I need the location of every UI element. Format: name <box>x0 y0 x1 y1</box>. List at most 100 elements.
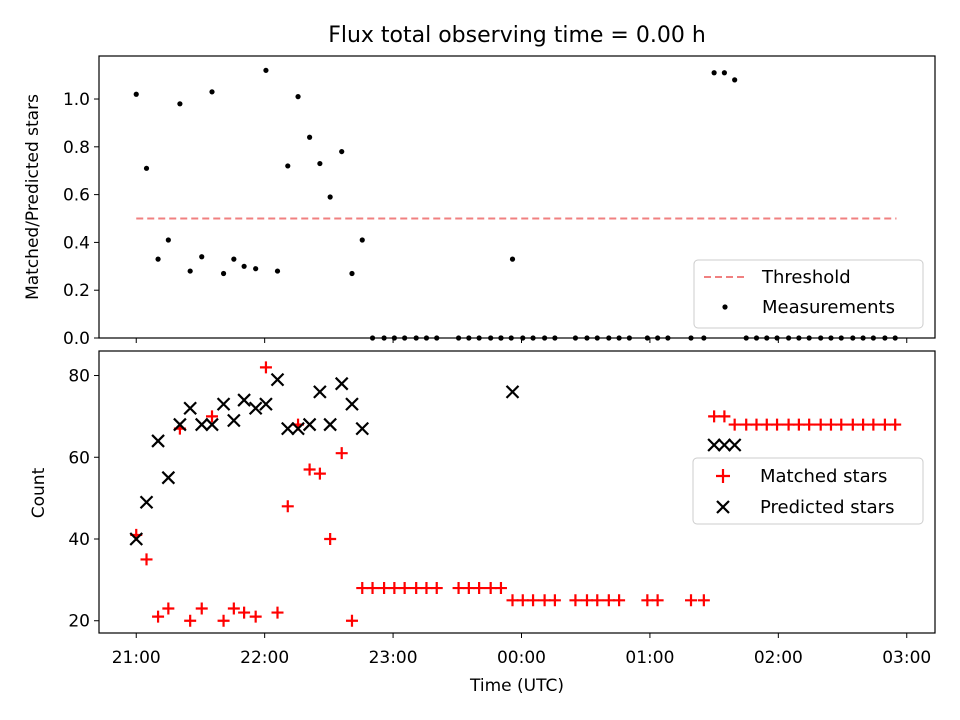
top-panel: 0.0 0.2 0.4 0.6 0.8 1.0 Matched/Predicted sta… <box>23 55 936 349</box>
matched-star-point <box>227 602 240 615</box>
matched-star-point <box>494 582 507 595</box>
measurement-point <box>199 254 205 260</box>
predicted-legend-swatch <box>716 500 730 514</box>
top-y-tick-label: 1.0 <box>63 90 90 110</box>
matched-star-point <box>462 582 475 595</box>
top-y-tick-label: 0.4 <box>63 233 90 253</box>
measurement-point <box>327 194 333 200</box>
matched-star-point <box>728 418 741 431</box>
measurement-point <box>317 160 323 167</box>
bottom-y-axis: 20 40 60 80 <box>68 367 99 632</box>
bottom-y-tick-label: 80 <box>68 367 90 387</box>
x-tick-label: 00:00 <box>497 648 546 668</box>
predicted-star-point <box>205 417 219 432</box>
threshold-legend-label: Threshold <box>761 267 851 288</box>
matched-star-point <box>152 610 165 623</box>
matched-star-point <box>613 594 626 607</box>
matched-star-point <box>271 606 284 619</box>
measurement-point <box>177 101 183 107</box>
x-tick-label: 21:00 <box>112 648 161 668</box>
measurement-point <box>711 70 717 76</box>
matched-star-point <box>484 582 497 595</box>
measurements-legend-label: Measurements <box>762 297 895 318</box>
predicted-star-point <box>248 401 263 415</box>
top-legend-box <box>693 259 924 329</box>
x-tick-label: 03:00 <box>882 648 931 668</box>
bottom-panel: 20 40 60 80 21:00 22:00 23:00 00:00 01:00 02:00 0… <box>29 350 936 696</box>
bottom-y-tick-label: 60 <box>68 448 90 468</box>
measurement-point <box>274 268 281 274</box>
matched-star-point <box>398 582 411 595</box>
matched-star-point <box>430 582 443 595</box>
predicted-star-point <box>323 417 337 432</box>
top-y-tick-label: 0.8 <box>63 138 90 158</box>
predicted-star-point <box>161 470 176 485</box>
matched-star-point <box>356 582 369 595</box>
matched-star-point <box>206 410 219 423</box>
predicted-star-point <box>173 417 187 432</box>
matched-star-point <box>538 594 551 607</box>
measurement-point <box>231 256 237 262</box>
predicted-star-point <box>727 438 742 452</box>
bottom-legend-box <box>692 457 924 525</box>
matched-star-point <box>718 410 731 423</box>
measurement-point <box>165 237 171 243</box>
chart-title: Flux total observing time = 0.00 h <box>328 23 706 48</box>
measurement-point <box>307 134 313 140</box>
measurement-point <box>143 165 150 171</box>
matched-star-point <box>345 614 358 627</box>
predicted-star-point <box>259 397 273 411</box>
x-axis-label: Time (UTC) <box>469 676 564 696</box>
predicted-star-point <box>707 438 721 452</box>
measurement-point <box>253 266 259 272</box>
matched-star-point <box>548 594 561 607</box>
measurement-point <box>349 270 355 277</box>
matched-star-point <box>313 467 326 480</box>
matched-star-point <box>527 594 540 607</box>
matched-star-point <box>259 361 272 374</box>
bottom-y-tick-label: 40 <box>68 530 90 550</box>
top-y-tick-label: 0.6 <box>63 186 90 206</box>
bottom-y-axis-label: Count <box>29 467 49 518</box>
matched-star-point <box>162 602 175 615</box>
matched-star-point <box>792 418 805 431</box>
matched-star-point <box>835 418 848 431</box>
bottom-y-tick-label: 20 <box>68 612 90 632</box>
matched-star-point <box>641 594 654 607</box>
matched-star-point <box>697 594 710 607</box>
bottom-x-axis: 21:00 22:00 23:00 00:00 01:00 02:00 03:00 <box>112 633 931 668</box>
predicted-star-point <box>216 397 231 411</box>
matched-star-point <box>740 418 753 431</box>
predicted-legend-label: Predicted stars <box>760 497 894 518</box>
matched-star-point <box>814 418 827 431</box>
measurement-point <box>133 91 139 97</box>
predicted-star-point <box>194 417 209 432</box>
predicted-star-point <box>237 393 251 407</box>
predicted-star-point <box>345 397 359 411</box>
predicted-star-point <box>139 495 154 509</box>
matched-star-point <box>878 418 891 431</box>
x-tick-label: 23:00 <box>369 648 418 668</box>
predicted-star-point <box>183 401 197 415</box>
measurement-point <box>339 148 345 155</box>
predicted-star-point <box>717 438 732 452</box>
matched-star-point <box>324 533 337 545</box>
measurement-point <box>285 163 291 169</box>
predicted-star-point <box>227 413 241 428</box>
matched-star-point <box>420 582 433 595</box>
matched-star-point <box>760 418 773 431</box>
bottom-legend: Matched stars Predicted stars <box>692 457 924 525</box>
matched-star-point <box>410 582 423 595</box>
matched-star-point <box>281 500 294 513</box>
matched-star-point <box>867 418 880 431</box>
matched-star-point <box>388 582 401 595</box>
top-y-axis: 0.0 0.2 0.4 0.6 0.8 1.0 <box>63 90 99 349</box>
predicted-star-point <box>270 372 285 387</box>
measurement-point <box>359 237 365 243</box>
top-axes-frame <box>98 55 936 339</box>
matched-star-point <box>217 614 230 627</box>
matched-star-point <box>782 418 795 431</box>
predicted-star-point <box>291 421 305 436</box>
matched-star-point <box>580 594 593 607</box>
